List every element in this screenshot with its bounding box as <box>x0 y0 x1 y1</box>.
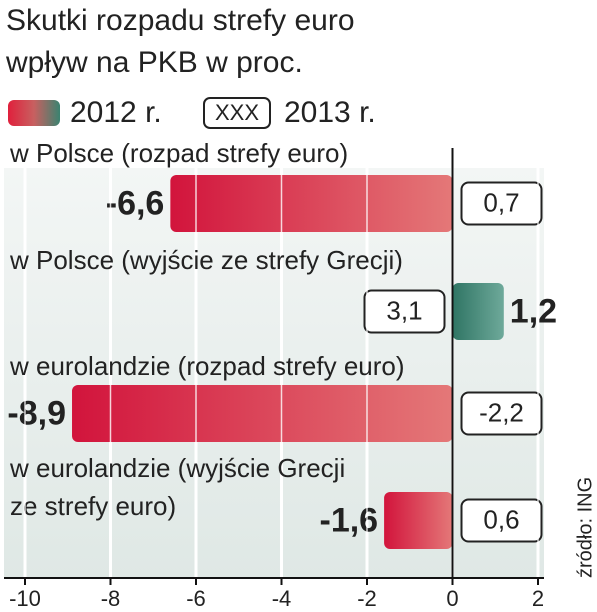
bar <box>72 385 453 442</box>
value-box <box>460 181 543 226</box>
category-label: w eurolandzie (wyjście Grecji ze strefy e… <box>9 453 345 521</box>
legend-label: 2012 r. <box>70 96 162 129</box>
chart-title: Skutki rozpadu strefy euro <box>6 4 355 37</box>
value-box <box>363 289 446 334</box>
x-tick-label: -6 <box>186 586 206 611</box>
value-box-label: -2,2 <box>479 397 524 427</box>
value-box <box>460 391 543 436</box>
bar <box>452 283 504 340</box>
value-box <box>460 498 543 543</box>
data-label: -1,6 <box>320 501 379 539</box>
legend-box-label: XXX <box>215 100 259 125</box>
chart-subtitle: wpływ na PKB w proc. <box>5 46 303 79</box>
data-label: -8,9 <box>7 394 66 432</box>
legend-box <box>203 97 271 129</box>
legend-swatch <box>8 100 60 126</box>
x-tick-label: -4 <box>272 586 292 611</box>
x-tick-label: -10 <box>9 586 41 611</box>
x-tick-label: -8 <box>101 586 121 611</box>
category-label: w Polsce (rozpad strefy euro) <box>9 138 348 168</box>
data-label: -6,6 <box>106 184 165 222</box>
category-label: w eurolandzie (rozpad strefy euro) <box>9 351 405 381</box>
bar <box>384 492 453 549</box>
x-tick-label: -2 <box>357 586 377 611</box>
category-label: w Polsce (wyjście ze strefy Grecji) <box>9 245 403 275</box>
data-label: 1,2 <box>510 292 557 330</box>
source: źródło: ING <box>574 477 596 578</box>
x-tick-label: 2 <box>532 586 544 611</box>
bar <box>170 175 453 232</box>
value-box-label: 0,7 <box>483 187 519 217</box>
value-box-label: 0,6 <box>483 504 519 534</box>
legend-label: 2013 r. <box>284 96 376 129</box>
x-tick-label: 0 <box>446 586 458 611</box>
value-box-label: 3,1 <box>386 295 422 325</box>
